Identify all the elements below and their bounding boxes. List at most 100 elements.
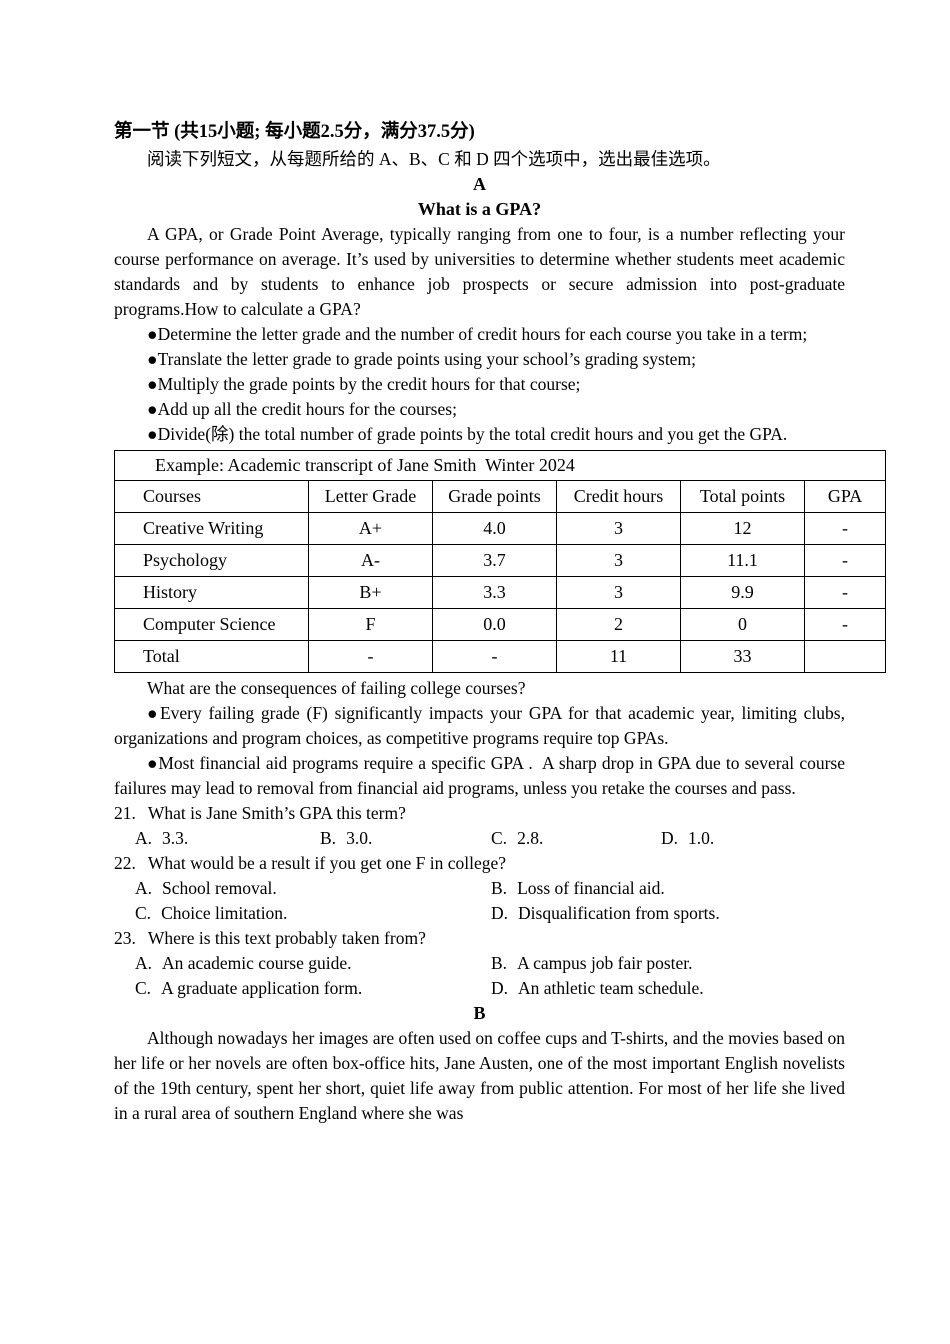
question-23-options-row2: C. A graduate application form. D. An athl…: [114, 976, 885, 1001]
table-cell: 9.9: [680, 576, 805, 609]
table-cell: 3.7: [432, 544, 557, 577]
question-text: What is Jane Smith’s GPA this term?: [147, 803, 406, 823]
option-d: D. Disqualification from sports.: [491, 901, 720, 926]
table-header-cell: Letter Grade: [308, 480, 433, 513]
table-cell: 3: [556, 576, 681, 609]
table-cell: 12: [680, 512, 805, 545]
table-row: Psychology A- 3.7 3 11.1 -: [114, 544, 887, 577]
option-text: 3.3.: [162, 828, 189, 848]
passage-a-intro: A GPA, or Grade Point Average, typically…: [114, 224, 845, 319]
table-cell: -: [308, 640, 433, 673]
table-cell: A-: [308, 544, 433, 577]
table-cell: Total: [114, 640, 309, 673]
table-cell: -: [803, 512, 887, 545]
option-label: D.: [661, 828, 679, 848]
question-number: 21.: [114, 803, 136, 823]
option-text: A campus job fair poster.: [517, 953, 693, 973]
table-cell: 4.0: [432, 512, 557, 545]
table-cell: -: [803, 608, 887, 641]
option-c: C. 2.8.: [491, 826, 543, 851]
table-row: Total - - 11 33: [114, 640, 887, 673]
option-label: D.: [491, 978, 509, 998]
table-cell: -: [803, 544, 887, 577]
passage-b-paragraph: Although nowadays her images are often u…: [114, 1028, 845, 1123]
bullet-item: ●Divide(除) the total number of grade poi…: [147, 424, 788, 444]
option-text: A graduate application form.: [161, 978, 363, 998]
passage-a-title: What is a GPA?: [417, 199, 542, 219]
option-c: C. Choice limitation.: [135, 901, 287, 926]
option-b: B. 3.0.: [320, 826, 372, 851]
table-header-cell: Courses: [114, 480, 309, 513]
option-a: A. 3.3.: [135, 826, 188, 851]
table-caption-row: Example: Academic transcript of Jane Smi…: [113, 450, 887, 481]
option-d: D. 1.0.: [661, 826, 714, 851]
section-heading: 第一节 (共15小题; 每小题2.5分，满分37.5分): [114, 122, 475, 142]
option-text: Loss of financial aid.: [517, 878, 665, 898]
table-cell: 0: [680, 608, 805, 641]
transcript-table: Example: Academic transcript of Jane Smi…: [113, 450, 887, 673]
table-cell: -: [432, 640, 557, 673]
table-cell: History: [114, 576, 309, 609]
option-text: School removal.: [162, 878, 277, 898]
table-cell: [803, 640, 887, 673]
table-cell: 11.1: [680, 544, 805, 577]
option-a: A. School removal.: [135, 876, 277, 901]
option-label: B.: [491, 878, 508, 898]
option-c: C. A graduate application form.: [135, 976, 362, 1001]
table-cell: -: [803, 576, 887, 609]
bullet-item: ●Most financial aid programs require a s…: [114, 753, 845, 798]
table-cell: 3: [556, 512, 681, 545]
table-cell: B+: [308, 576, 433, 609]
option-b: B. A campus job fair poster.: [491, 951, 693, 976]
option-label: A.: [135, 878, 153, 898]
option-label: A.: [135, 828, 153, 848]
option-a: A. An academic course guide.: [135, 951, 352, 976]
question-number: 22.: [114, 853, 136, 873]
question-text: What would be a result if you get one F …: [147, 853, 507, 873]
table-header-cell: Total points: [680, 480, 805, 513]
table-header-row: Courses Letter Grade Grade points Credit…: [114, 480, 887, 513]
option-label: C.: [491, 828, 508, 848]
question-22: 22. What would be a result if you get one…: [114, 851, 885, 876]
table-row: History B+ 3.3 3 9.9 -: [114, 576, 887, 609]
passage-b-label: B: [473, 1003, 486, 1023]
table-cell: 2: [556, 608, 681, 641]
table-caption: Example: Academic transcript of Jane Smi…: [113, 450, 887, 481]
table-cell: 3.3: [432, 576, 557, 609]
consequences-question: What are the consequences of failing col…: [147, 678, 526, 698]
table-cell: 3: [556, 544, 681, 577]
option-label: B.: [320, 828, 337, 848]
option-text: An athletic team schedule.: [518, 978, 704, 998]
instructions-text: 阅读下列短文，从每题所给的 A、B、C 和 D 四个选项中，选出最佳选项。: [147, 149, 721, 169]
table-cell: Creative Writing: [114, 512, 309, 545]
bullet-item: ●Every failing grade (F) significantly i…: [114, 703, 845, 748]
question-text: Where is this text probably taken from?: [147, 928, 426, 948]
question-23-options-row1: A. An academic course guide. B. A campus j…: [114, 951, 885, 976]
option-label: C.: [135, 903, 152, 923]
table-row: Computer Science F 0.0 2 0 -: [114, 608, 887, 641]
table-header-cell: GPA: [803, 480, 887, 513]
question-21: 21. What is Jane Smith’s GPA this term?: [114, 801, 885, 826]
bullet-item: ●Determine the letter grade and the numb…: [147, 324, 808, 344]
option-text: An academic course guide.: [162, 953, 352, 973]
option-d: D. An athletic team schedule.: [491, 976, 704, 1001]
table-cell: 0.0: [432, 608, 557, 641]
option-label: D.: [491, 903, 509, 923]
table-cell: F: [308, 608, 433, 641]
table-cell: 11: [556, 640, 681, 673]
question-23: 23. Where is this text probably taken fro…: [114, 926, 885, 951]
option-b: B. Loss of financial aid.: [491, 876, 665, 901]
table-row: Creative Writing A+ 4.0 3 12 -: [114, 512, 887, 545]
bullet-item: ●Add up all the credit hours for the cou…: [147, 399, 457, 419]
table-cell: Computer Science: [114, 608, 309, 641]
option-text: Disqualification from sports.: [518, 903, 720, 923]
question-22-options-row1: A. School removal. B. Loss of financial ai…: [114, 876, 885, 901]
question-21-options: A. 3.3. B. 3.0. C. 2.8. D. 1.0.: [114, 826, 885, 851]
option-text: 3.0.: [346, 828, 373, 848]
bullet-item: ●Multiply the grade points by the credit…: [147, 374, 581, 394]
page-content: 第一节 (共15小题; 每小题2.5分，满分37.5分) 阅读下列短文，从每题所…: [113, 118, 887, 1126]
option-label: A.: [135, 953, 153, 973]
option-label: C.: [135, 978, 152, 998]
table-cell: A+: [308, 512, 433, 545]
